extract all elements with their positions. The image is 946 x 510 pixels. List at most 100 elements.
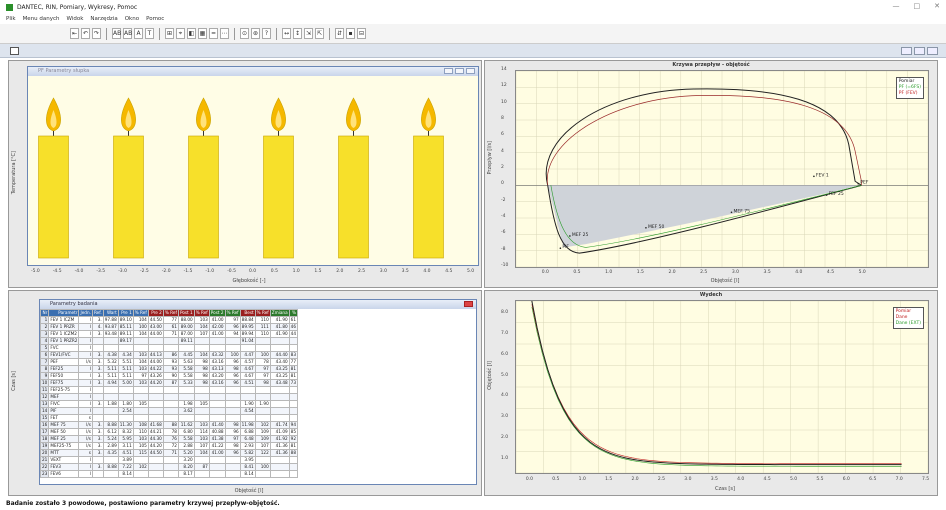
table-row[interactable]: 11 FEF25-75 l <box>40 386 299 394</box>
table-row[interactable]: 13 FIVC l 3. 1.88 1.80 105 1.98 105 1.90 1.90 <box>40 400 299 408</box>
menu-item-view[interactable]: Widok <box>66 16 84 22</box>
table-cell: 78 <box>254 358 271 366</box>
text-t-icon[interactable]: T <box>145 28 154 39</box>
table-cell: 3.20 <box>177 456 195 464</box>
table-header-cell[interactable]: % Ref <box>132 309 149 317</box>
table-cell <box>147 414 164 422</box>
table-row[interactable]: 14 PIF l 2.54 3.62 4.54 <box>40 407 299 415</box>
flow-volume-plot[interactable]: PEF FEV 1 FEF 25 MEF 75 MEF 50 MEF 25 PIF Pomi… <box>515 70 929 268</box>
table-row[interactable]: 2 FEV 1 PRZR l 4. 93.87 85.11 100 43.00 61 89.00 1… <box>40 323 299 331</box>
table-row[interactable]: 9 FEF50 l 3. 5.11 5.11 97 43.26 90 5.58 98 43.20 96 4… <box>40 372 299 380</box>
text-ab2-icon[interactable]: AB <box>123 28 133 39</box>
stop-icon[interactable]: ▪ <box>346 28 355 39</box>
parameter-name-cell: PIF <box>48 407 80 415</box>
parameters-close-button[interactable] <box>464 301 473 307</box>
table-cell <box>91 414 104 422</box>
table-cell <box>208 337 226 345</box>
table-header-cell[interactable]: % Ref <box>254 309 271 317</box>
menu-item-window[interactable]: Okno <box>124 16 140 22</box>
horizontal-resize-icon[interactable]: ↔ <box>282 28 291 39</box>
table-icon[interactable]: ▦ <box>198 28 207 39</box>
menu-item-data[interactable]: Menu danych <box>22 16 60 22</box>
expand-icon[interactable]: ⇲ <box>304 28 313 39</box>
table-row[interactable]: 22 FEV3 l 3. 8.88 7.22 102 8.20 87 8.41 100 <box>40 463 299 471</box>
toolbar-button-first[interactable]: ⇤ <box>70 28 79 39</box>
table-row[interactable]: 8 FEF25 l 3. 5.11 5.11 103 44.22 93 5.58 98 43.13 98… <box>40 365 299 373</box>
table-header-cell[interactable]: Parametr <box>48 309 80 317</box>
table-cell: 4. <box>91 323 104 331</box>
table-row[interactable]: 18 MEF 25 l/s 3. 5.24 5.95 103 44.30 76 5.58 103 41… <box>40 435 299 443</box>
crosshair-icon[interactable]: ⌖ <box>176 28 185 39</box>
text-ab-icon[interactable]: AB <box>112 28 122 39</box>
candles-maximize-button[interactable] <box>455 68 464 74</box>
table-header-cell[interactable]: % Ref <box>162 309 179 317</box>
table-cell <box>288 337 299 345</box>
minimize-icon[interactable]: — <box>892 2 900 10</box>
table-row[interactable]: 4 FEV 1 PRZR2 l 89.17 89.11 91.04 <box>40 337 299 345</box>
table-cell: 107 <box>254 442 271 450</box>
close-icon[interactable]: ✕ <box>934 2 940 10</box>
table-header-cell[interactable]: Pre 1 <box>117 309 134 317</box>
candles-close-button[interactable] <box>466 68 475 74</box>
mdi-close-button[interactable] <box>927 47 938 55</box>
table-cell <box>239 386 256 394</box>
table-header-cell[interactable]: % Ref <box>193 309 210 317</box>
undo-icon[interactable]: ↶ <box>81 28 90 39</box>
collapse-icon[interactable]: ⇱ <box>315 28 324 39</box>
table-header-cell[interactable]: Ref. <box>91 309 104 317</box>
table-row[interactable]: 23 FEV6 l 8.14 8.17 8.14 <box>40 470 299 478</box>
table-row[interactable]: 3 FEV 1 ICZM2 l 3. 93.48 89.11 104 44.00 71 87.00… <box>40 330 299 338</box>
line-icon[interactable]: ━ <box>209 28 218 39</box>
table-row[interactable]: 21 VEXT l 3.89 3.20 3.95 <box>40 456 299 464</box>
table-cell: 77 <box>288 358 299 366</box>
table-cell: 88.84 <box>239 316 256 324</box>
table-row[interactable]: 6 FEV1/FVC l 3. 4.38 4.34 103 44.13 86 4.45 104 43.… <box>40 351 299 359</box>
table-header-cell[interactable]: Post 1 <box>177 309 195 317</box>
candles-minimize-button[interactable] <box>444 68 453 74</box>
table-row[interactable]: 16 MEF 75 l/s 3. 8.88 11.30 108 41.68 88 11.62 103… <box>40 421 299 429</box>
redo-icon[interactable]: ↷ <box>92 28 101 39</box>
mdi-document-icon[interactable] <box>10 47 19 55</box>
legend-label: Pomiar <box>898 79 915 84</box>
table-row[interactable]: 17 MEF 50 l/s 3. 6.12 8.32 110 44.21 78 6.80 114 40… <box>40 428 299 436</box>
table-header-cell[interactable]: Zmiana <box>269 309 290 317</box>
table-cell: 5.00 <box>117 379 134 387</box>
table-row[interactable]: 5 FVC l <box>40 344 299 352</box>
sort-icon[interactable]: ⇵ <box>335 28 344 39</box>
flow-volume-x-label: Objętość [l] <box>710 278 740 284</box>
table-row[interactable]: 19 MEF25-75 l/s 3. 2.89 3.11 105 44.20 72 2.88 107… <box>40 442 299 450</box>
menu-item-tools[interactable]: Narzędzia <box>90 16 118 22</box>
help-icon[interactable]: ? <box>262 28 271 39</box>
table-header-cell[interactable]: Best <box>239 309 256 317</box>
table-header-cell[interactable]: Nr <box>40 309 50 317</box>
vertical-resize-icon[interactable]: ↕ <box>293 28 302 39</box>
target2-icon[interactable]: ⊛ <box>251 28 260 39</box>
table-cell: 41.40 <box>208 421 226 429</box>
table-header-cell[interactable]: Wart <box>102 309 119 317</box>
mdi-restore-button[interactable] <box>914 47 925 55</box>
table-row[interactable]: 10 FEF75 l 3. 4.94 5.00 103 44.20 87 5.33 98 43.16 9… <box>40 379 299 387</box>
mdi-minimize-button[interactable] <box>901 47 912 55</box>
table-row[interactable]: 20 MTT s 3. 4.35 4.51 115 44.50 71 5.20 104 41.00 96… <box>40 449 299 457</box>
volume-time-plot[interactable]: Pomiar Dane Dane (EXT) <box>515 300 929 474</box>
menu-item-file[interactable]: Plik <box>6 16 16 22</box>
table-header-cell[interactable]: % <box>288 309 299 317</box>
target-icon[interactable]: ⊙ <box>240 28 249 39</box>
table-header-cell[interactable]: % Ref <box>224 309 241 317</box>
table-row[interactable]: 15 FET s <box>40 414 299 422</box>
menu-item-help[interactable]: Pomoc <box>146 16 165 22</box>
maximize-icon[interactable]: □ <box>913 2 921 10</box>
table-row[interactable]: 7 PEF l/s 3. 5.32 5.51 104 44.00 93 5.63 98 43.16 96… <box>40 358 299 366</box>
fill-icon[interactable]: ◧ <box>187 28 196 39</box>
table-header-cell[interactable]: Post 2 <box>208 309 226 317</box>
dots-icon[interactable]: ⋯ <box>220 28 229 39</box>
text-a-icon[interactable]: A <box>134 28 143 39</box>
table-cell: 92 <box>288 435 299 443</box>
table-row[interactable]: 1 FEV 1 ICZM l 3. 97.88 89.10 104 44.50 77 88.00 1… <box>40 316 299 324</box>
table-row[interactable]: 12 MEF l <box>40 393 299 401</box>
grid-icon[interactable]: ⊞ <box>165 28 174 39</box>
table-header-cell[interactable]: Pre 2 <box>147 309 164 317</box>
table-cell: 1.88 <box>102 400 119 408</box>
print-icon[interactable]: ⊟ <box>357 28 366 39</box>
table-header-cell[interactable]: Jedn. <box>78 309 93 317</box>
